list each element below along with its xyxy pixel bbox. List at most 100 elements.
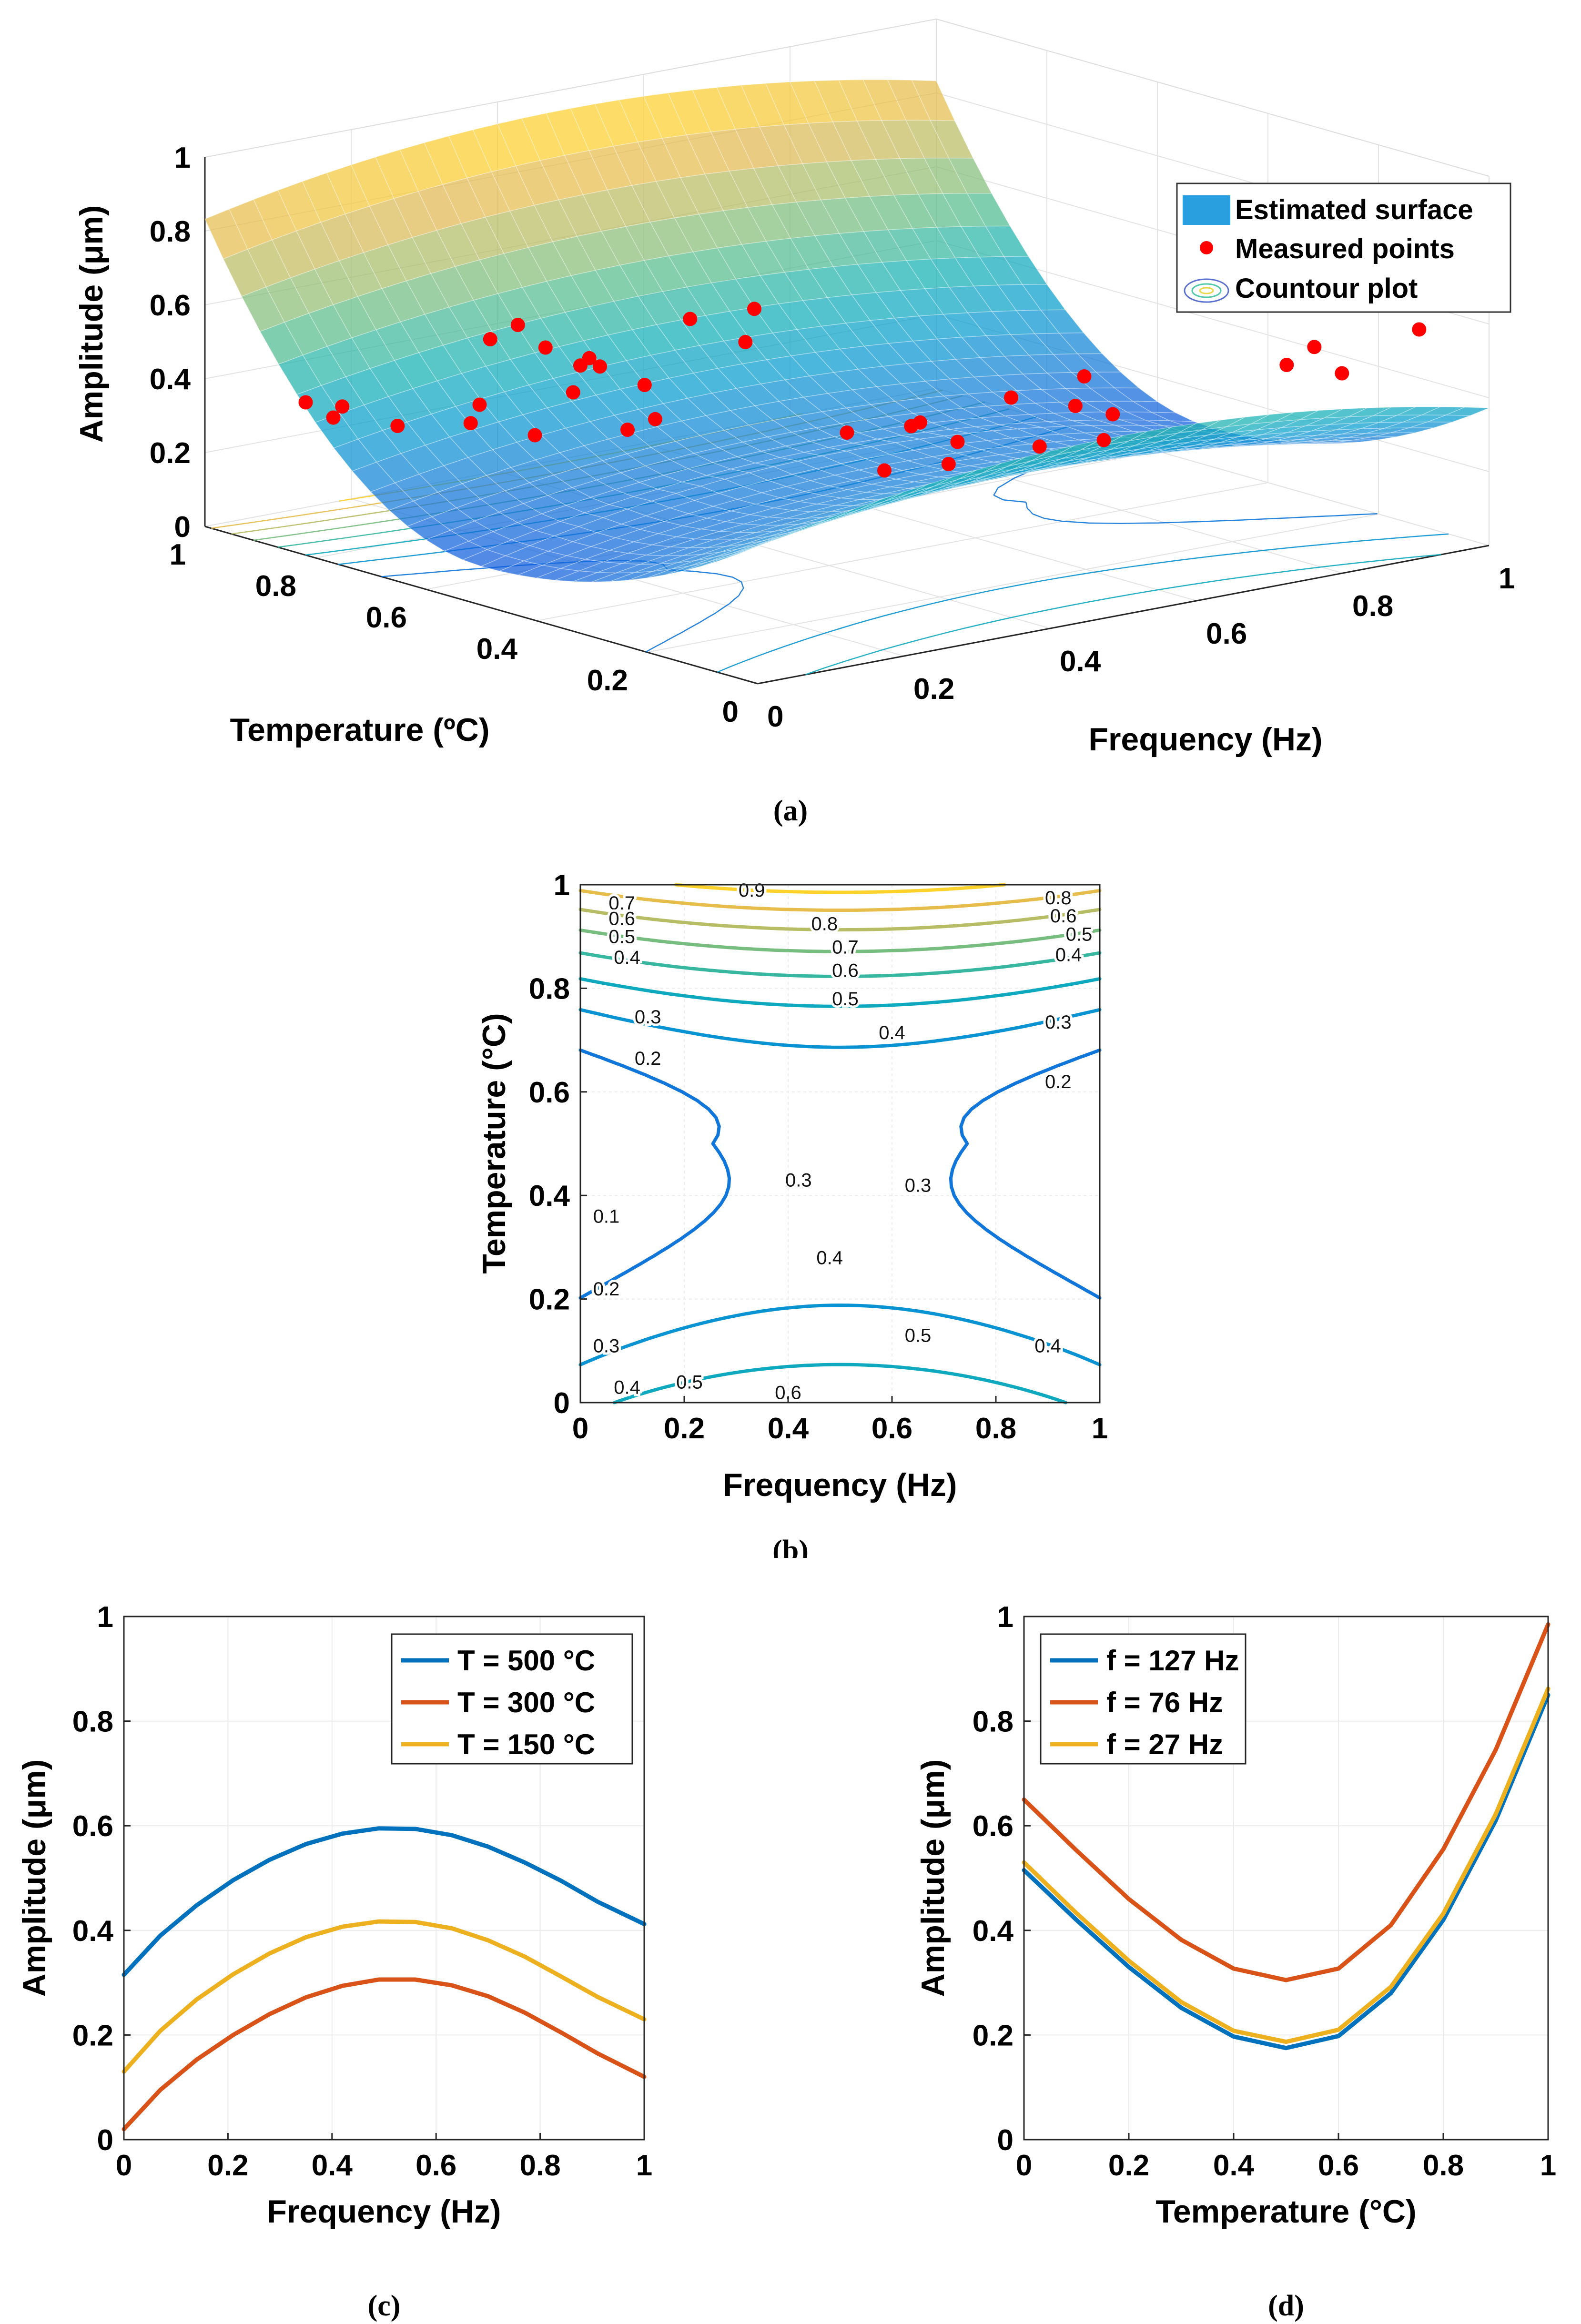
x-axis-label: Frequency (Hz) [1088,721,1322,758]
measured-point [1335,366,1349,381]
measured-point [747,302,761,316]
x-tick-label: 0.2 [664,1412,705,1445]
contour-line [578,1048,1102,1300]
surface-patch [1354,436,1397,441]
surface-patch [1428,414,1471,423]
axis-ticks: 0 0.2 0.4 0.6 0.8 100.20.40.60.81 [529,869,1108,1445]
y-tick-label: 0.2 [973,2019,1013,2052]
legend-label: f = 127 Hz [1106,1645,1239,1677]
x-tick-label: 0 [1016,2149,1032,2182]
x-tick-label: 1 [1092,1412,1108,1445]
contour-label: 0.4 [1055,945,1082,966]
measured-point [390,419,405,433]
contour-label: 0.3 [785,1170,812,1191]
contour-line [578,977,1102,1405]
contour-label: 0.3 [635,1007,661,1028]
contour-chart: 0.9 0.80.70.60.50.40.80.70.60.50.40.30.20… [476,869,1108,1558]
measured-point [637,378,652,392]
contour-line [578,951,1102,978]
measured-point [566,385,580,400]
measured-point [510,318,525,332]
y-tick-label: 0 [722,696,739,728]
box-edge [936,19,1490,177]
x-tick-label: 0 [572,1412,588,1445]
legend-label-contour: Countour plot [1235,273,1418,304]
measured-point [877,463,892,478]
z-tick-label: 1 [174,141,191,174]
x-tick-label: 0.8 [1352,590,1393,623]
x-tick-label: 0.2 [207,2149,248,2182]
contour-label: 0.7 [832,937,859,958]
contour-labels: 0.9 0.80.70.60.50.40.80.70.60.50.40.30.20… [591,878,1095,1405]
measured-point [913,415,927,430]
surface-patch [1040,309,1084,334]
y-tick-label: 0.2 [72,2019,113,2052]
surface-patch [1336,439,1379,443]
legend-label: f = 76 Hz [1106,1687,1223,1718]
series-lines [1022,1622,1551,2051]
contour-label: 0.5 [832,989,859,1010]
x-tick-label: 0.2 [913,673,954,706]
series-lines [122,1826,647,2132]
z-tick-label: 0.4 [150,363,191,396]
x-tick-label: 0.4 [768,1412,809,1445]
contour-label: 0.9 [739,880,765,901]
legend-swatch-surface [1183,195,1230,225]
y-tick-label: 0.8 [973,1706,1013,1738]
x-tick-label: 0.8 [1423,2149,1464,2182]
series-line [122,1919,647,2074]
series-line [1022,1622,1551,1982]
contour-label: 0.4 [614,947,640,968]
y-tick-label: 0.4 [72,1915,114,1948]
x-tick-label: 0.6 [1318,2149,1359,2182]
contour-label: 0.8 [1045,888,1072,909]
x-tick-label: 0.4 [1213,2149,1255,2182]
x-tick-label: 1 [636,2149,652,2182]
contour-label: 0.7 [608,893,635,914]
measured-point [1032,439,1047,454]
y-tick-label: 0.2 [587,664,628,697]
measured-point [1096,433,1111,447]
x-tick-label: 0 [116,2149,132,2182]
measured-point [1279,358,1294,372]
x-axis-label: Frequency (Hz) [267,2193,501,2230]
measured-point [1412,322,1427,337]
x-tick-label: 0.6 [1206,617,1247,650]
y-tick-label: 0.8 [529,972,570,1005]
measured-point [538,340,553,355]
grid [580,885,1100,1403]
y-tick-label: 0.2 [529,1283,570,1316]
measured-point [738,335,753,349]
y-axis-label: Temperature (°C) [476,1013,512,1273]
y-tick-label: 1 [97,1601,113,1634]
axis-ticks: 0 0.2 0.4 0.6 0.8 100.20.40.60.81 [973,1601,1556,2182]
contour-label: 0.4 [1034,1335,1061,1356]
contour-label: 0.2 [635,1048,661,1069]
z-tick-label: 0 [174,511,191,544]
y-tick-label: 1 [554,869,570,902]
measured-point [1068,399,1083,413]
legend-label-surface: Estimated surface [1235,194,1473,225]
y-tick-label: 0.6 [366,601,407,634]
contour-label: 0.3 [593,1335,620,1356]
grid [1024,1617,1548,2140]
legend: T = 500 °C T = 300 °C T = 150 °C [391,1633,633,1765]
measured-point [648,412,662,426]
measured-point [840,425,854,440]
y-tick-label: 0.4 [529,1180,570,1213]
grid-line [647,514,1379,653]
surface-patch [1317,441,1360,444]
y-tick-label: 0 [554,1387,570,1420]
surface-patch [1446,406,1490,416]
contour-plot-area [580,885,1100,1403]
y-tick-label: 0 [997,2124,1013,2157]
x-tick-label: 0.4 [312,2149,353,2182]
legend-label: T = 300 °C [457,1687,595,1718]
y-tick-label: 0 [97,2124,113,2157]
contour-label: 0.1 [593,1206,620,1227]
legend-label: f = 27 Hz [1106,1728,1223,1760]
contour-label: 0.2 [593,1279,620,1300]
contour-label: 0.6 [608,909,635,930]
surface-patch [1151,412,1195,422]
legend-label: T = 500 °C [457,1645,595,1677]
